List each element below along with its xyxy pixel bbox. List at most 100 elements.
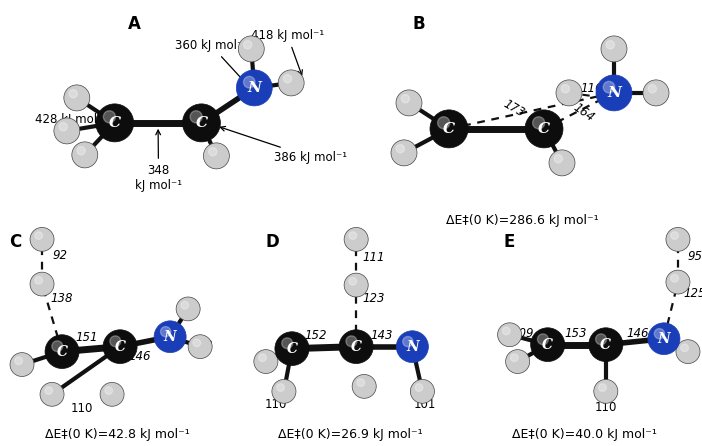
Circle shape [666, 227, 690, 251]
Text: C: C [542, 338, 553, 352]
Circle shape [272, 380, 296, 403]
Circle shape [403, 336, 413, 347]
Circle shape [525, 110, 563, 148]
Circle shape [531, 328, 564, 362]
Circle shape [40, 382, 64, 406]
Text: 92: 92 [52, 249, 67, 262]
Text: 109: 109 [511, 327, 534, 340]
Circle shape [77, 147, 86, 155]
Circle shape [72, 142, 98, 168]
Circle shape [103, 330, 137, 363]
Text: N: N [607, 86, 621, 100]
Circle shape [30, 227, 54, 251]
Text: ΔE‡(0 K)=26.9 kJ mol⁻¹: ΔE‡(0 K)=26.9 kJ mol⁻¹ [278, 428, 423, 441]
Text: C: C [9, 233, 21, 252]
Text: 146: 146 [627, 327, 649, 340]
Circle shape [154, 321, 186, 353]
Circle shape [349, 277, 357, 285]
Text: ΔE‡(0 K)=40.0 kJ mol⁻¹: ΔE‡(0 K)=40.0 kJ mol⁻¹ [512, 428, 657, 441]
Text: 386 kJ mol⁻¹: 386 kJ mol⁻¹ [220, 127, 347, 164]
Circle shape [103, 111, 115, 123]
Circle shape [396, 90, 422, 116]
Text: 143: 143 [370, 329, 392, 342]
Circle shape [244, 41, 252, 49]
Text: 138: 138 [50, 292, 72, 305]
Circle shape [505, 350, 529, 373]
Circle shape [258, 354, 266, 362]
Circle shape [430, 110, 468, 148]
Text: E: E [504, 233, 515, 252]
Circle shape [648, 323, 680, 355]
Circle shape [193, 339, 201, 347]
Text: ΔE‡(0 K)=286.6 kJ mol⁻¹: ΔE‡(0 K)=286.6 kJ mol⁻¹ [446, 215, 598, 227]
Text: 146: 146 [129, 350, 152, 363]
Circle shape [595, 334, 607, 345]
Text: 151: 151 [76, 330, 98, 344]
Text: N: N [164, 330, 176, 344]
Circle shape [670, 274, 678, 282]
Circle shape [30, 272, 54, 296]
Circle shape [344, 273, 369, 297]
Circle shape [176, 297, 200, 321]
Circle shape [277, 384, 284, 392]
Text: 360 kJ mol⁻¹: 360 kJ mol⁻¹ [175, 39, 248, 83]
Text: 348
kJ mol⁻¹: 348 kJ mol⁻¹ [135, 130, 182, 192]
Circle shape [10, 353, 34, 376]
Text: C: C [114, 340, 126, 354]
Circle shape [282, 338, 293, 349]
Text: 110: 110 [595, 401, 617, 414]
Circle shape [549, 150, 575, 176]
Circle shape [589, 328, 623, 362]
Circle shape [666, 270, 690, 294]
Text: C: C [600, 338, 611, 352]
Circle shape [533, 117, 545, 129]
Circle shape [278, 70, 304, 96]
Text: 152: 152 [305, 329, 327, 342]
Circle shape [239, 36, 264, 62]
Text: ΔE‡(0 K)=42.8 kJ mol⁻¹: ΔE‡(0 K)=42.8 kJ mol⁻¹ [45, 428, 190, 441]
Text: C: C [351, 340, 362, 354]
Circle shape [594, 380, 618, 403]
Circle shape [208, 148, 217, 156]
Text: 110: 110 [71, 402, 93, 415]
Circle shape [284, 74, 292, 83]
Text: C: C [443, 122, 455, 136]
Circle shape [52, 341, 62, 351]
Text: D: D [265, 233, 279, 252]
Circle shape [599, 384, 607, 392]
Text: A: A [128, 15, 141, 33]
Text: C: C [195, 116, 208, 130]
Circle shape [415, 384, 423, 392]
Circle shape [188, 335, 212, 359]
Text: B: B [413, 15, 425, 33]
Circle shape [69, 90, 77, 98]
Circle shape [237, 70, 272, 106]
Circle shape [105, 387, 112, 394]
Text: C: C [286, 342, 298, 355]
Text: N: N [658, 332, 670, 346]
Text: 173: 173 [501, 98, 526, 120]
Circle shape [35, 277, 43, 284]
Circle shape [510, 354, 518, 362]
Text: C: C [538, 122, 550, 136]
Circle shape [352, 375, 376, 398]
Circle shape [538, 334, 548, 345]
Circle shape [254, 350, 278, 373]
Circle shape [35, 232, 43, 240]
Circle shape [396, 145, 404, 153]
Circle shape [100, 382, 124, 406]
Text: 101: 101 [413, 398, 435, 411]
Circle shape [349, 232, 357, 240]
Circle shape [45, 387, 53, 394]
Circle shape [681, 344, 689, 351]
Text: 428 kJ mol⁻¹: 428 kJ mol⁻¹ [35, 113, 108, 129]
Text: 125: 125 [683, 287, 702, 300]
Circle shape [411, 380, 435, 403]
Circle shape [554, 155, 562, 163]
Circle shape [556, 80, 582, 106]
Circle shape [275, 332, 309, 366]
Text: 123: 123 [362, 292, 385, 305]
Text: 116: 116 [581, 83, 603, 95]
Text: 110: 110 [265, 398, 287, 411]
Circle shape [59, 123, 67, 131]
